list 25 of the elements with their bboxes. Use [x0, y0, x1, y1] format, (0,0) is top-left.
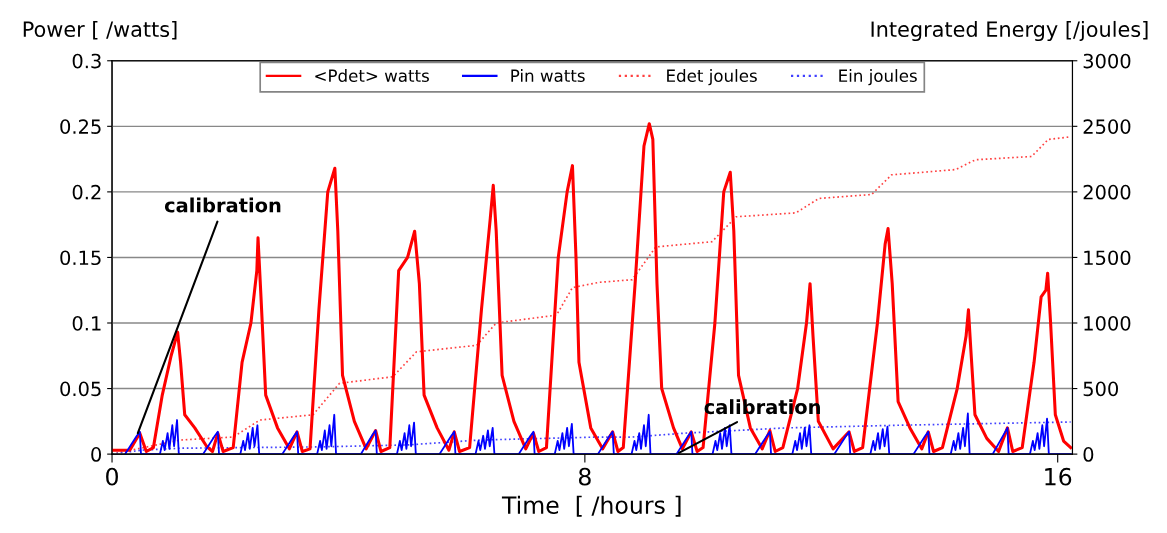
x-tick-label: 16: [1045, 467, 1072, 486]
legend-label: Ein joules: [839, 69, 917, 86]
y-tick-label: 0.2: [72, 184, 101, 200]
y2-tick-label: 500: [1083, 381, 1119, 397]
x-tick-label: 0: [106, 467, 118, 486]
y-tick-label: 0.25: [60, 119, 101, 134]
legend-label: Pin watts: [511, 69, 585, 82]
y2-axis-title: Integrated Energy [/joules]: [871, 20, 1148, 42]
y2-tick-label: 0: [1083, 447, 1094, 462]
y-axis-title: Power [ /watts]: [23, 20, 177, 40]
legend-label: Edet joules: [667, 69, 757, 86]
y2-tick-label: 1000: [1084, 315, 1131, 331]
y-tick-label: 0.1: [72, 315, 101, 331]
y-tick-label: 0.15: [60, 250, 101, 266]
y2-tick-label: 3000: [1083, 53, 1131, 69]
annotation: calibration: [164, 197, 281, 213]
y2-tick-label: 2000: [1083, 184, 1131, 200]
x-tick-label: 8: [578, 467, 591, 486]
x-axis-title: Time [ /hours ]: [501, 495, 681, 517]
legend-label: <Pdet> watts: [315, 69, 429, 82]
y-tick-label: 0.05: [60, 381, 101, 397]
y-tick-label: 0.3: [72, 53, 101, 69]
y-tick-label: 0: [91, 447, 102, 462]
y2-tick-label: 2500: [1083, 119, 1131, 134]
y2-tick-label: 1500: [1084, 250, 1131, 266]
